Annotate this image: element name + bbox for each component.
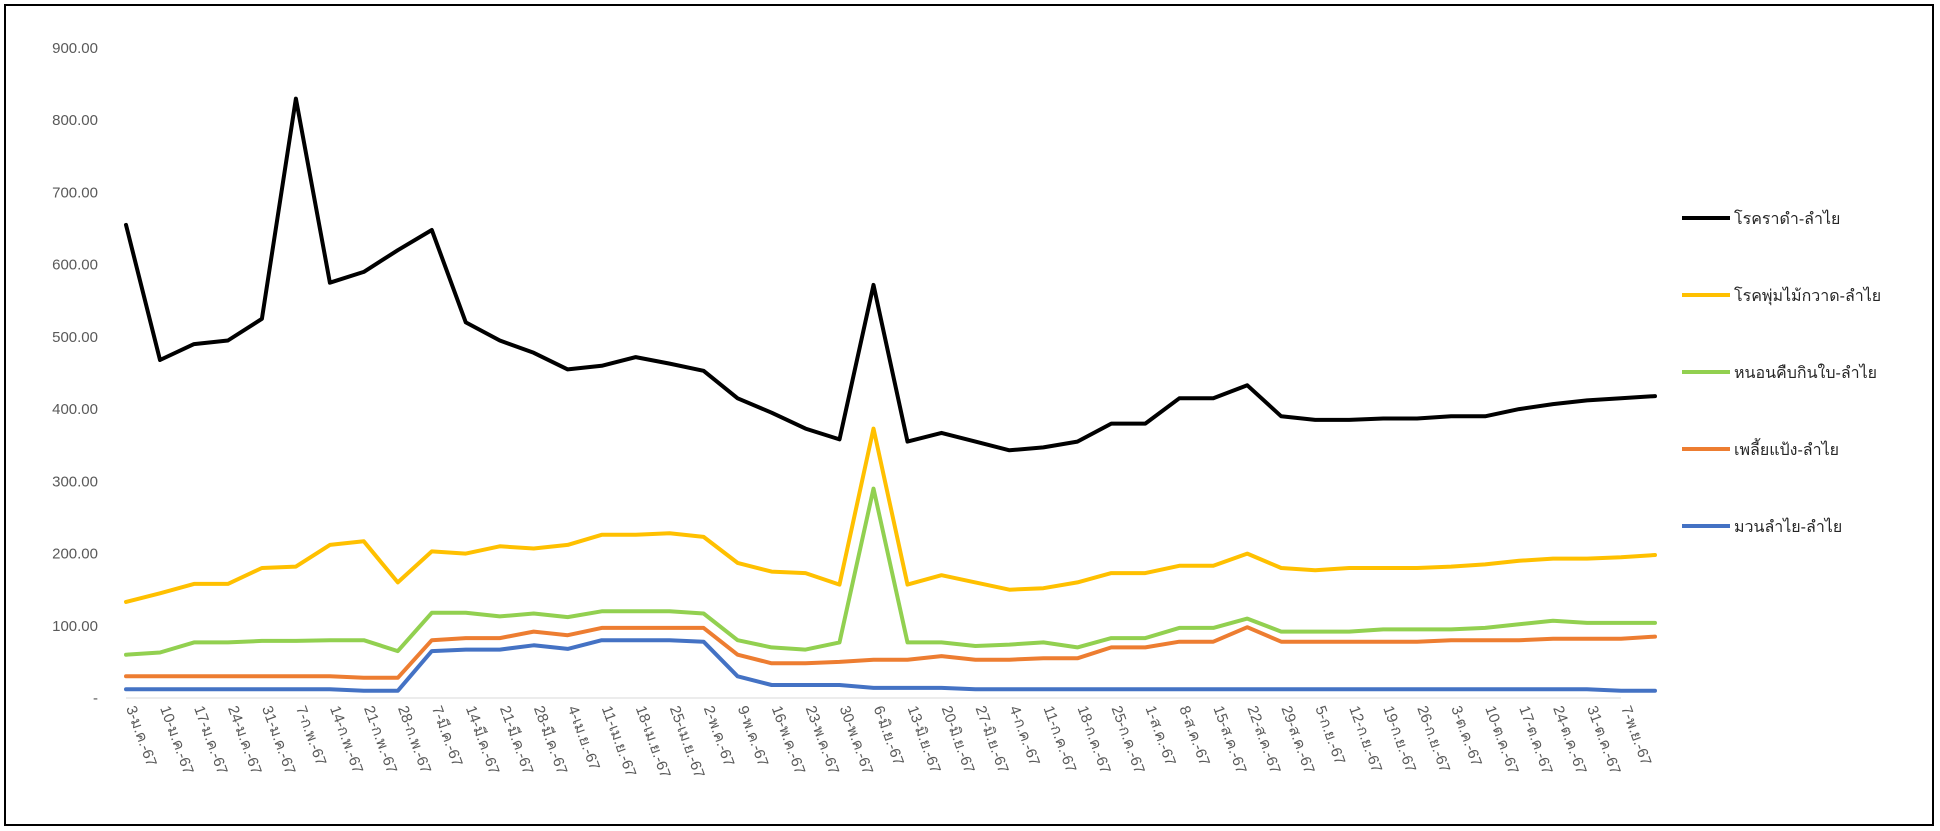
x-tick-label: 3-ม.ค.-67 xyxy=(122,704,160,769)
legend-label: โรคพุ่มไม้กวาด-ลำไย xyxy=(1734,286,1881,306)
legend-label: มวนลำไย-ลำไย xyxy=(1734,517,1842,536)
x-tick-label: 11-ก.ค.-67 xyxy=(1040,704,1080,775)
x-tick-label: 20-มิ.ย.-67 xyxy=(938,704,978,776)
x-tick-label: 9-พ.ค.-67 xyxy=(734,704,772,769)
x-tick-label: 24-ต.ค.-67 xyxy=(1549,704,1589,777)
x-tick-label: 21-มี.ค.-67 xyxy=(496,704,536,777)
x-tick-label: 30-พ.ค.-67 xyxy=(836,704,876,777)
x-tick-label: 25-ก.ค.-67 xyxy=(1108,704,1148,776)
x-tick-label: 27-มิ.ย.-67 xyxy=(972,704,1012,776)
x-tick-label: 29-ส.ค.-67 xyxy=(1277,704,1317,776)
legend-item: มวนลำไย-ลำไย xyxy=(1682,517,1842,536)
series-line xyxy=(124,96,1657,453)
x-tick-label: 28-มี.ค.-67 xyxy=(530,704,570,777)
x-tick-label: 10-ต.ค.-67 xyxy=(1481,704,1521,777)
x-tick-label: 7-มี.ค.-67 xyxy=(428,704,466,769)
legend-label: หนอนคืบกินใบ-ลำไย xyxy=(1734,363,1877,382)
y-tick-label: 300.00 xyxy=(52,473,98,490)
x-tick-label: 24-ม.ค.-67 xyxy=(224,704,264,777)
y-tick-label: 700.00 xyxy=(52,184,98,201)
chart-frame: - 100.00 200.00 300.00 400.00 500.00 600.00 700… xyxy=(4,4,1934,826)
x-tick-label: 22-ส.ค.-67 xyxy=(1243,704,1283,776)
x-tick-label: 7-พ.ย.-67 xyxy=(1617,704,1654,768)
x-tick-label: 6-มิ.ย.-67 xyxy=(870,704,907,768)
x-tick-label: 23-พ.ค.-67 xyxy=(802,704,842,777)
x-tick-label: 7-ก.พ.-67 xyxy=(292,704,329,768)
x-tick-label: 18-ก.ค.-67 xyxy=(1074,704,1114,776)
series-line xyxy=(124,486,1657,657)
x-tick-label: 31-ม.ค.-67 xyxy=(258,704,298,777)
x-tick-label: 17-ม.ค.-67 xyxy=(190,704,230,777)
x-tick-label: 11-เม.ย.-67 xyxy=(598,704,639,780)
x-tick-label: 17-ต.ค.-67 xyxy=(1515,704,1555,777)
x-tick-label: 10-ม.ค.-67 xyxy=(156,704,196,777)
x-tick-label: 19-ก.ย.-67 xyxy=(1379,704,1419,775)
y-tick-label: 800.00 xyxy=(52,112,98,129)
legend-item: โรคราดำ-ลำไย xyxy=(1682,209,1840,228)
x-tick-label: 2-พ.ค.-67 xyxy=(700,704,738,769)
x-tick-label: 16-พ.ค.-67 xyxy=(768,704,808,777)
y-tick-label: 500.00 xyxy=(52,329,98,346)
x-tick-label: 4-เม.ย.-67 xyxy=(564,704,603,773)
series-line xyxy=(124,625,1657,680)
x-tick-label: 4-ก.ค.-67 xyxy=(1006,704,1043,769)
x-tick-label: 13-มิ.ย.-67 xyxy=(904,704,944,776)
x-tick-label: 21-ก.พ.-67 xyxy=(360,704,400,776)
legend-item: โรคพุ่มไม้กวาด-ลำไย xyxy=(1682,286,1881,306)
legend-item: หนอนคืบกินใบ-ลำไย xyxy=(1682,363,1877,382)
x-tick-label: 12-ก.ย.-67 xyxy=(1345,704,1385,775)
x-tick-label: 3-ต.ค.-67 xyxy=(1447,704,1485,769)
y-tick-label: 900.00 xyxy=(52,40,98,57)
series-line xyxy=(124,638,1657,693)
y-tick-label: 400.00 xyxy=(52,401,98,418)
y-tick-label: - xyxy=(93,690,98,707)
y-tick-label: 200.00 xyxy=(52,546,98,563)
legend-item: เพลี้ยแป้ง-ลำไย xyxy=(1682,438,1839,459)
legend-label: โรคราดำ-ลำไย xyxy=(1734,209,1840,228)
y-tick-label: 600.00 xyxy=(52,257,98,274)
series-line xyxy=(124,426,1657,604)
x-tick-label: 8-ส.ค.-67 xyxy=(1176,704,1213,769)
x-tick-label: 14-ก.พ.-67 xyxy=(326,704,366,776)
x-tick-label: 28-ก.พ.-67 xyxy=(394,704,434,776)
x-tick-label: 14-มี.ค.-67 xyxy=(462,704,502,777)
x-tick-label: 26-ก.ย.-67 xyxy=(1413,704,1453,775)
x-tick-label: 15-ส.ค.-67 xyxy=(1210,704,1250,776)
line-chart: - 100.00 200.00 300.00 400.00 500.00 600.00 700… xyxy=(52,40,1881,780)
x-tick-label: 5-ก.ย.-67 xyxy=(1311,704,1348,767)
x-tick-label: 1-ส.ค.-67 xyxy=(1142,704,1179,769)
legend-label: เพลี้ยแป้ง-ลำไย xyxy=(1734,438,1839,459)
x-tick-label: 31-ต.ค.-67 xyxy=(1583,704,1623,777)
y-tick-label: 100.00 xyxy=(52,618,98,635)
